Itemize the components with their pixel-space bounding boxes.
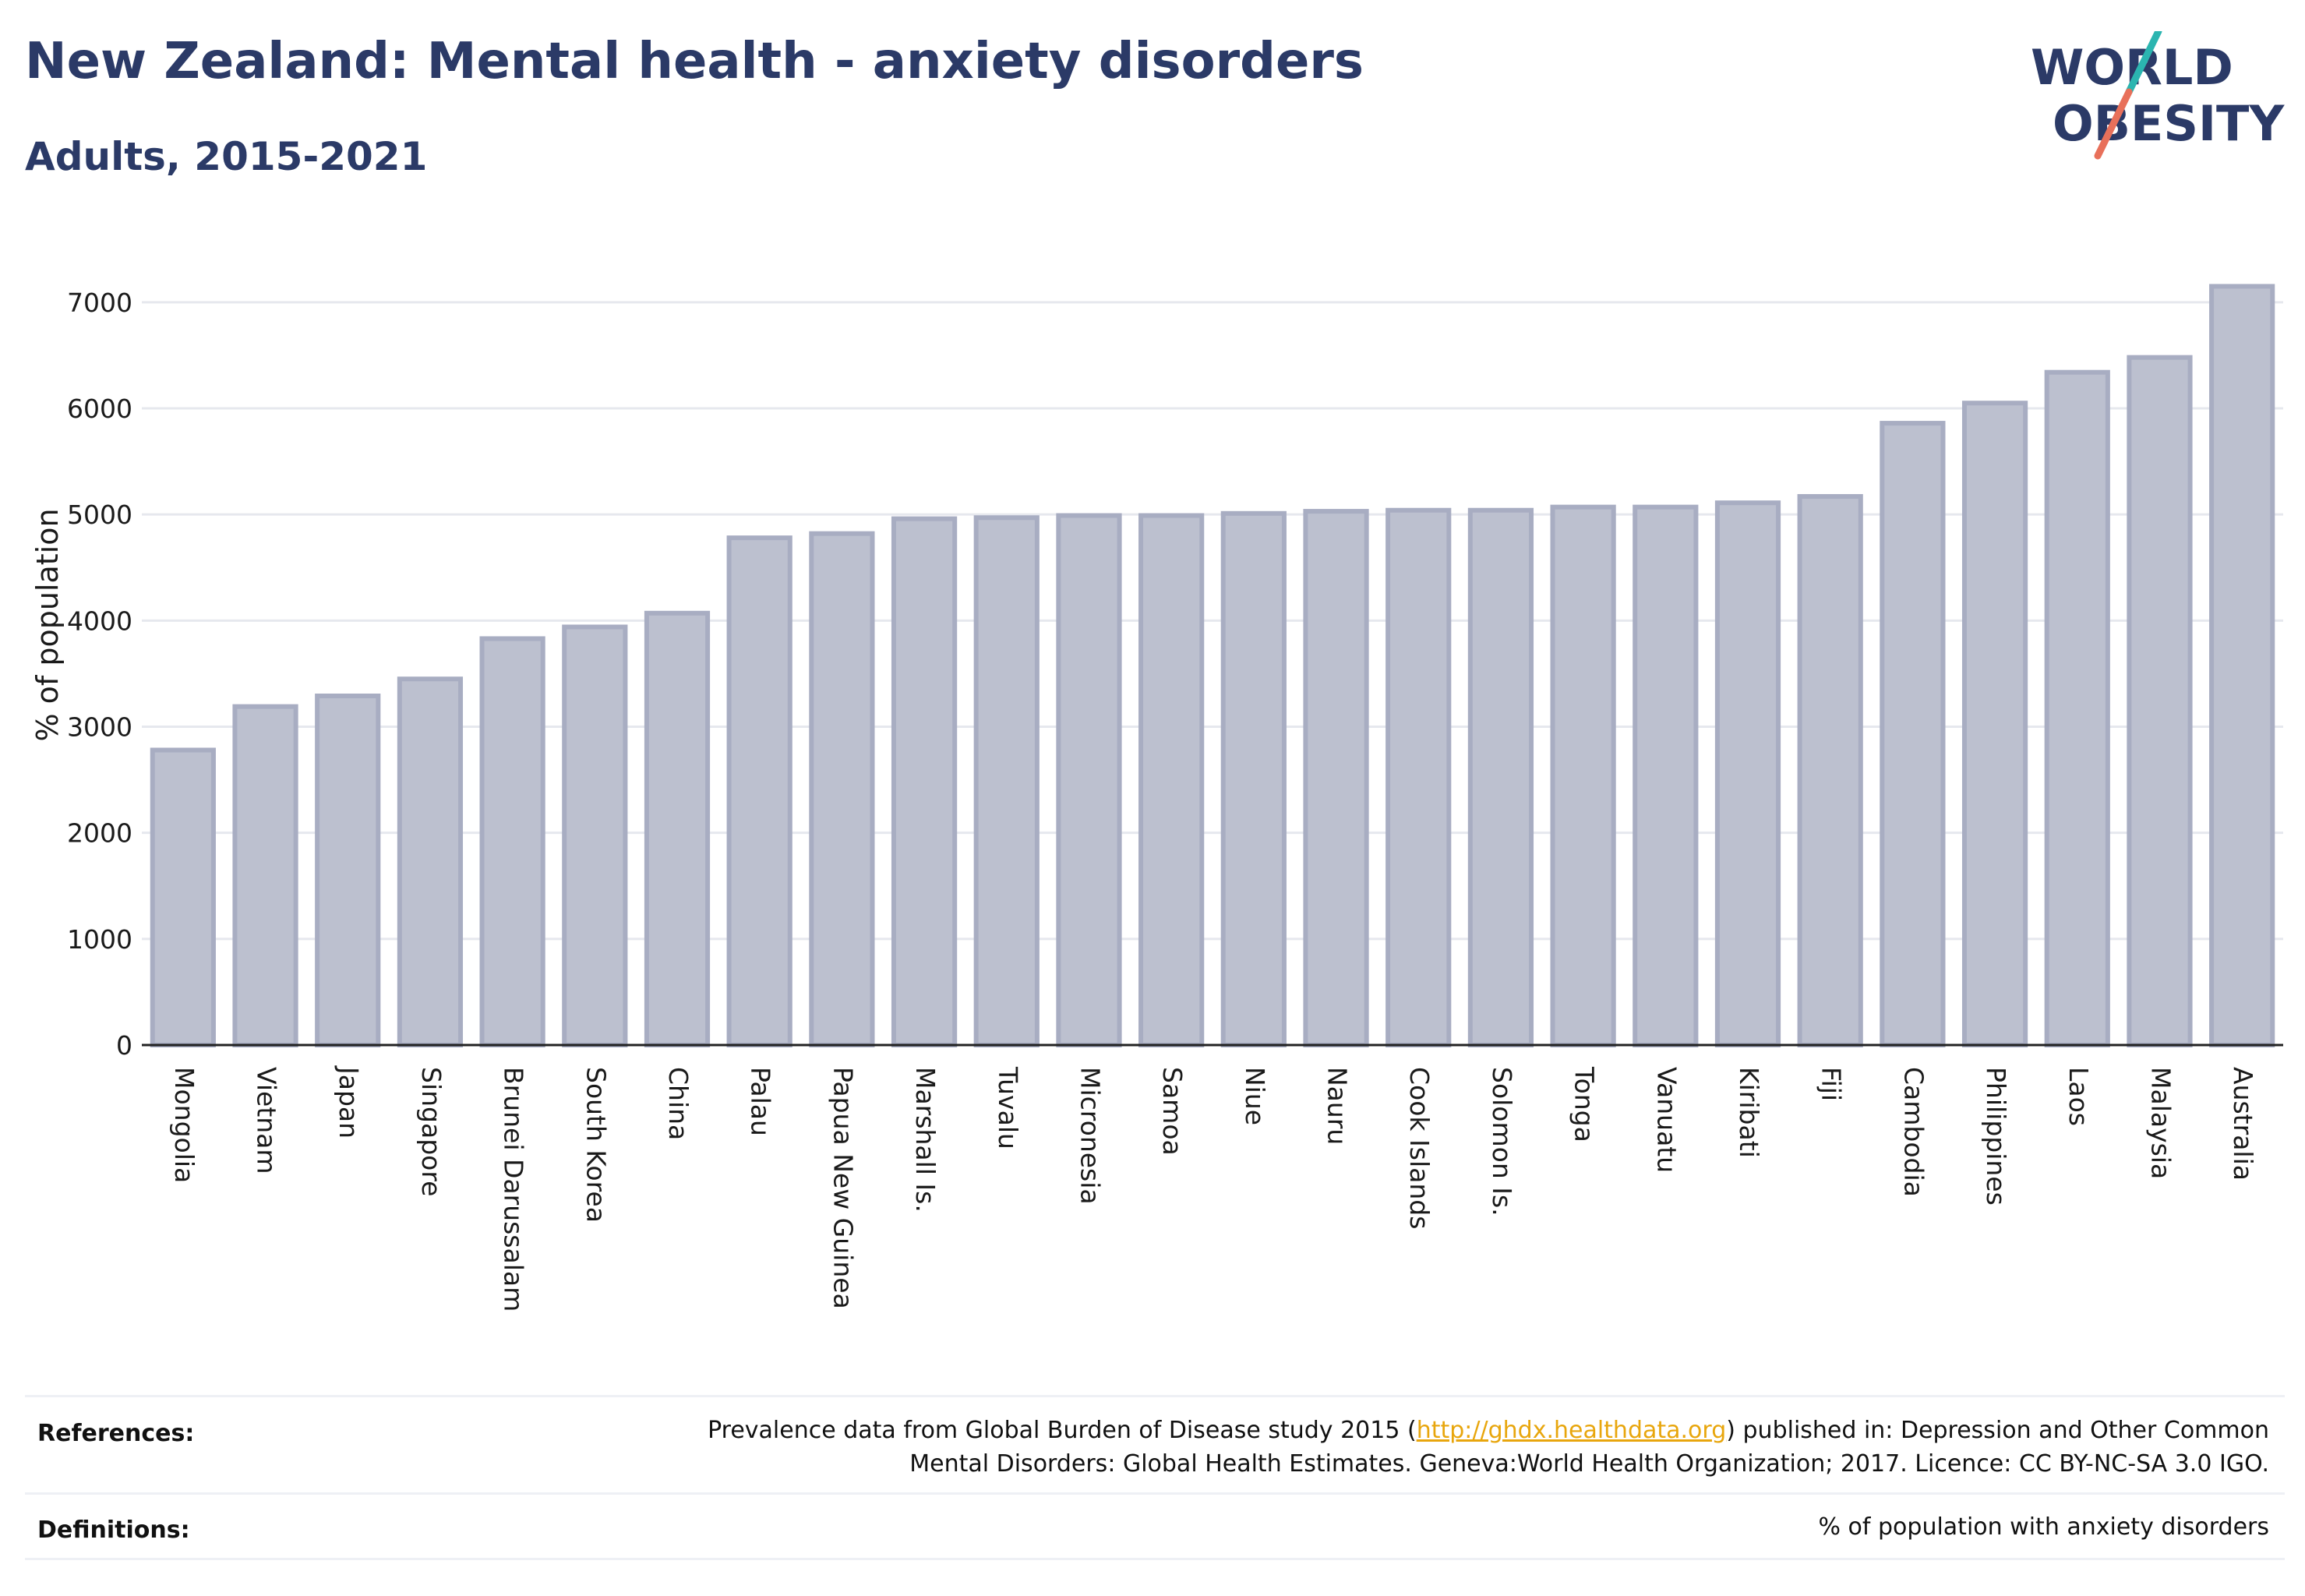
bar-philippines [1961, 401, 2028, 1047]
world-obesity-logo: WORLD OBESITY [2031, 31, 2285, 160]
bar-marshall-is [891, 516, 958, 1047]
x-tick-label: Vanuatu [1651, 1067, 1682, 1173]
x-tick-label: Fiji [1816, 1067, 1847, 1101]
logo-slash-bottom [2094, 88, 2133, 160]
bar-tuvalu [973, 515, 1040, 1047]
page-title: New Zealand: Mental health - anxiety dis… [25, 33, 1364, 90]
y-tick-label: 0 [116, 1030, 132, 1061]
y-tick-label: 4000 [67, 606, 132, 636]
logo-slash-top [2125, 31, 2162, 96]
x-tick-label: Australia [2228, 1067, 2258, 1181]
y-axis-label: % of population [30, 508, 65, 741]
bar-vietnam [232, 704, 298, 1047]
y-axis-ticks: 0 1000 2000 3000 4000 5000 6000 7000 [67, 288, 132, 1061]
bar-south-korea [562, 624, 628, 1047]
x-tick-label: Nauru [1322, 1067, 1353, 1145]
references-pre: Prevalence data from Global Burden of Di… [708, 1417, 1417, 1444]
bar-japan [315, 694, 381, 1047]
x-tick-label: Brunei Darussalam [499, 1067, 529, 1312]
x-tick-label: Kiribati [1734, 1067, 1764, 1158]
bar-laos [2044, 369, 2110, 1047]
x-axis-categories: Mongolia Vietnam Japan Singapore Brunei Daru… [169, 1065, 2258, 1312]
bar-malaysia [2127, 355, 2193, 1047]
x-tick-label: China [663, 1067, 694, 1140]
references-link[interactable]: http://ghdx.healthdata.org [1416, 1417, 1727, 1444]
bar-brunei-darussalam [479, 636, 545, 1047]
y-tick-label: 2000 [67, 818, 132, 849]
references-label: References: [37, 1420, 195, 1447]
bar-micronesia [1056, 513, 1122, 1047]
x-tick-label: Laos [2063, 1067, 2094, 1126]
x-tick-label: Papua New Guinea [828, 1067, 858, 1309]
chart-bars [150, 284, 2275, 1047]
y-tick-label: 1000 [67, 924, 132, 955]
bar-singapore [397, 676, 464, 1047]
x-tick-label: Vietnam [252, 1067, 282, 1174]
x-tick-label: Niue [1240, 1067, 1270, 1125]
x-tick-label: Japan [334, 1065, 364, 1139]
x-tick-label: Solomon Is. [1487, 1067, 1517, 1216]
bar-solomon-is [1467, 507, 1534, 1047]
chart-gridlines [142, 301, 2283, 941]
bar-australia [2209, 284, 2275, 1047]
bar-kiribati [1714, 500, 1781, 1047]
y-tick-label: 6000 [67, 394, 132, 424]
x-tick-label: Micronesia [1075, 1067, 1105, 1205]
bar-mongolia [150, 747, 216, 1047]
bar-vanuatu [1633, 504, 1699, 1047]
bar-tonga [1550, 504, 1616, 1047]
x-tick-label: Marshall Is. [910, 1067, 941, 1213]
bar-cambodia [1880, 421, 1946, 1047]
y-tick-label: 3000 [67, 712, 132, 743]
references-line2: Mental Disorders: Global Health Estimate… [909, 1450, 2269, 1478]
x-tick-label: Samoa [1157, 1067, 1188, 1156]
x-tick-label: Singapore [416, 1067, 447, 1196]
bar-samoa [1138, 513, 1205, 1047]
x-tick-label: Philippines [1981, 1067, 2011, 1206]
definitions-label: Definitions: [37, 1517, 190, 1544]
bar-cook-islands [1385, 507, 1452, 1047]
footer-divider-top [25, 1395, 2285, 1397]
x-tick-label: Malaysia [2145, 1067, 2176, 1179]
x-tick-label: Mongolia [169, 1067, 199, 1183]
bar-papua-new-guinea [809, 531, 875, 1047]
footer-divider-bottom [25, 1558, 2285, 1560]
bar-nauru [1303, 509, 1369, 1047]
page-subtitle: Adults, 2015-2021 [25, 134, 428, 179]
x-tick-label: South Korea [581, 1067, 611, 1223]
footer-divider-mid [25, 1492, 2285, 1495]
y-tick-label: 7000 [67, 288, 132, 318]
y-tick-label: 5000 [67, 500, 132, 530]
x-tick-label: Tuvalu [993, 1066, 1023, 1149]
x-tick-label: Cambodia [1898, 1067, 1929, 1197]
x-tick-label: Cook Islands [1404, 1067, 1435, 1229]
bar-chart: 0 1000 2000 3000 4000 5000 6000 7000 Mongolia Vi… [30, 284, 2283, 1312]
references-text: Prevalence data from Global Burden of Di… [708, 1414, 2269, 1481]
logo-line2: OBESITY [2053, 95, 2285, 152]
x-tick-label: Tonga [1569, 1066, 1600, 1142]
bar-china [644, 610, 711, 1047]
x-tick-label: Palau [746, 1067, 776, 1136]
references-line1: Prevalence data from Global Burden of Di… [708, 1414, 2269, 1447]
bar-palau [726, 535, 792, 1047]
references-post: ) published in: Depression and Other Com… [1726, 1417, 2269, 1444]
definitions-text: % of population with anxiety disorders [1818, 1513, 2269, 1541]
bar-fiji [1797, 494, 1863, 1047]
bar-niue [1220, 510, 1287, 1047]
